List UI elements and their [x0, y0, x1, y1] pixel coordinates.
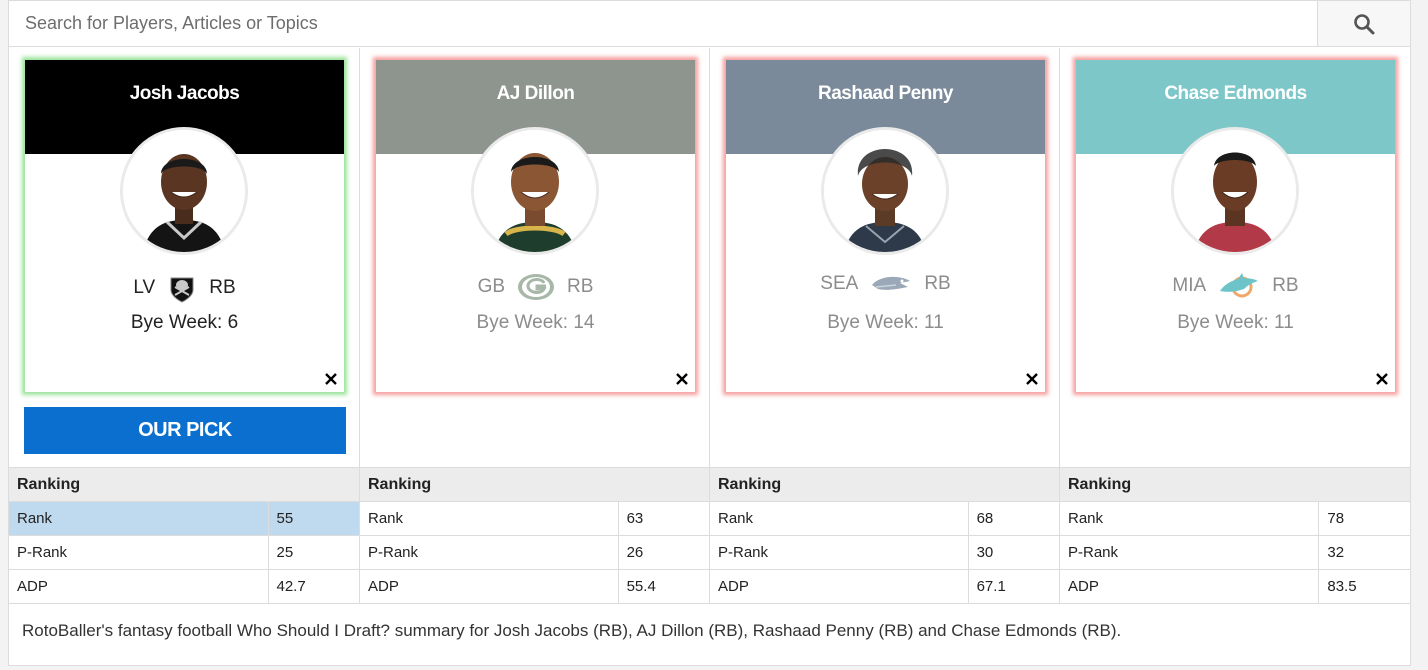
- player-headshot: [471, 127, 599, 255]
- position: RB: [567, 276, 594, 297]
- p-rank-value: 25: [267, 535, 359, 570]
- player-name: Josh Jacobs: [129, 83, 240, 104]
- rank-value: 55: [267, 501, 359, 536]
- close-icon[interactable]: [324, 372, 338, 386]
- p-rank-value: 26: [617, 535, 709, 570]
- adp-value: 83.5: [1318, 569, 1410, 604]
- table-row: P-Rank 30: [709, 535, 1059, 570]
- p-rank-value: 30: [967, 535, 1059, 570]
- table-row: P-Rank 25: [9, 535, 359, 570]
- team-abbr: SEA: [820, 273, 859, 294]
- player-card: Chase Edmonds MIA RB: [1076, 60, 1395, 392]
- adp-label: ADP: [359, 569, 619, 604]
- table-row: P-Rank 26: [359, 535, 709, 570]
- close-icon[interactable]: [675, 372, 689, 386]
- table-row: ADP 42.7: [9, 569, 359, 604]
- player-name: Rashaad Penny: [818, 83, 954, 104]
- seahawks-logo-icon: [872, 276, 911, 290]
- player-headshot: [1171, 127, 1299, 255]
- table-row: Rank 78: [1059, 501, 1410, 536]
- ranking-header: Ranking: [9, 467, 359, 502]
- team-abbr: MIA: [1172, 275, 1207, 296]
- p-rank-label: P-Rank: [1059, 535, 1319, 570]
- player-name: Chase Edmonds: [1164, 83, 1307, 104]
- rank-value: 68: [967, 501, 1059, 536]
- draft-compare-widget: Josh Jacobs LV: [8, 0, 1411, 666]
- player-headshot: [120, 127, 248, 255]
- packers-logo-icon: [518, 274, 555, 300]
- search-icon: [1354, 13, 1375, 34]
- player-card: AJ Dillon GB: [376, 60, 695, 392]
- table-row: Rank 55: [9, 501, 359, 536]
- position: RB: [1272, 275, 1299, 296]
- p-rank-value: 32: [1318, 535, 1410, 570]
- bye-week: Bye Week: 14: [476, 312, 595, 333]
- player-column-2: AJ Dillon GB: [359, 48, 709, 467]
- adp-label: ADP: [709, 569, 969, 604]
- position: RB: [209, 277, 236, 298]
- player-column-1: Josh Jacobs LV: [9, 48, 359, 467]
- search-bar: [9, 1, 1410, 47]
- bye-week: Bye Week: 6: [130, 312, 239, 333]
- ranking-header: Ranking: [1059, 467, 1410, 502]
- adp-value: 55.4: [617, 569, 709, 604]
- dolphins-logo-icon: [1220, 273, 1259, 298]
- ranking-table: Ranking Rank 78 P-Rank 32 ADP 83.5: [1059, 467, 1410, 604]
- player-headshot: [821, 127, 949, 255]
- bye-week: Bye Week: 11: [1177, 312, 1294, 333]
- adp-label: ADP: [1059, 569, 1319, 604]
- table-row: ADP 67.1: [709, 569, 1059, 604]
- ranking-header: Ranking: [359, 467, 709, 502]
- table-row: ADP 55.4: [359, 569, 709, 604]
- ranking-table: Ranking Rank 55 P-Rank 25 ADP 42.7: [9, 467, 359, 604]
- summary-text: RotoBaller's fantasy football Who Should…: [22, 621, 1122, 640]
- p-rank-label: P-Rank: [359, 535, 619, 570]
- close-icon[interactable]: [1025, 372, 1039, 386]
- adp-label: ADP: [9, 569, 268, 604]
- our-pick-button[interactable]: OUR PICK: [24, 407, 346, 454]
- table-row: Rank 63: [359, 501, 709, 536]
- table-row: Rank 68: [709, 501, 1059, 536]
- team-abbr: LV: [133, 277, 156, 298]
- ranking-table: Ranking Rank 63 P-Rank 26 ADP 55.4: [359, 467, 709, 604]
- team-row: SEA RB: [726, 273, 1045, 295]
- adp-value: 42.7: [267, 569, 359, 604]
- team-row: MIA RB: [1076, 273, 1395, 299]
- player-column-3: Rashaad Penny SEA: [709, 48, 1059, 467]
- team-abbr: GB: [477, 276, 506, 297]
- close-icon[interactable]: [1375, 372, 1389, 386]
- rank-value: 78: [1318, 501, 1410, 536]
- player-card: Rashaad Penny SEA: [726, 60, 1045, 392]
- rank-label: Rank: [359, 501, 619, 536]
- player-column-4: Chase Edmonds MIA RB: [1059, 48, 1410, 467]
- position: RB: [924, 273, 951, 294]
- team-row: GB RB: [376, 273, 695, 301]
- rank-value: 63: [617, 501, 709, 536]
- table-row: ADP 83.5: [1059, 569, 1410, 604]
- raiders-logo-icon: [170, 277, 194, 303]
- search-input[interactable]: [9, 1, 1317, 46]
- team-row: LV RB: [25, 273, 344, 303]
- p-rank-label: P-Rank: [709, 535, 969, 570]
- bye-week: Bye Week: 11: [827, 312, 944, 333]
- table-row: P-Rank 32: [1059, 535, 1410, 570]
- rank-label: Rank: [1059, 501, 1319, 536]
- ranking-table: Ranking Rank 68 P-Rank 30 ADP 67.1: [709, 467, 1059, 604]
- rank-label: Rank: [709, 501, 969, 536]
- rank-label: Rank: [9, 501, 268, 536]
- p-rank-label: P-Rank: [9, 535, 268, 570]
- player-card: Josh Jacobs LV: [25, 60, 344, 392]
- search-button[interactable]: [1317, 1, 1410, 46]
- adp-value: 67.1: [967, 569, 1059, 604]
- ranking-header: Ranking: [709, 467, 1059, 502]
- player-name: AJ Dillon: [496, 83, 575, 104]
